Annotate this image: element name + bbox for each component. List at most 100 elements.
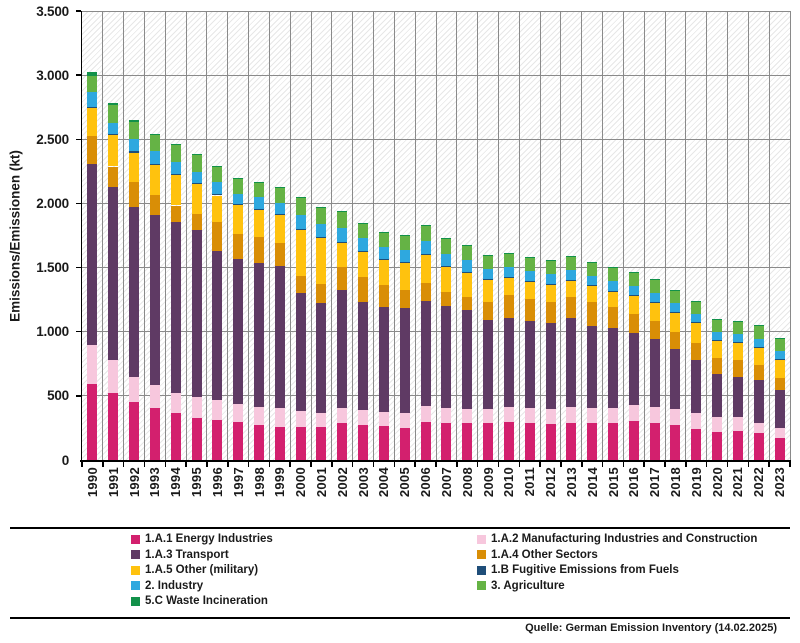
bar-segment — [274, 187, 285, 204]
y-axis-tick-label: 1.500 — [36, 260, 69, 276]
x-axis-tick-label: 2019 — [688, 467, 704, 498]
x-axis-tick-label: 2009 — [480, 467, 496, 498]
bar-segment — [462, 296, 473, 310]
bar-segment — [233, 259, 244, 405]
bar-segment — [441, 422, 452, 460]
bar-segment — [129, 138, 140, 152]
bar-segment — [628, 420, 639, 460]
bar-segment — [524, 280, 535, 282]
x-axis-tick-label: 2003 — [355, 467, 371, 498]
x-axis-tick — [456, 462, 458, 467]
legend-item: 3. Agriculture — [477, 580, 757, 596]
x-axis-tick-label: 2000 — [293, 467, 309, 498]
x-axis-tick — [310, 462, 312, 467]
legend-label: 1.A.5 Other (military) — [145, 564, 259, 577]
bar-segment — [649, 279, 660, 293]
bar-segment — [420, 226, 431, 242]
x-axis-tick-label: 2022 — [751, 467, 767, 498]
bar-segment — [649, 292, 660, 302]
bar-segment — [87, 384, 98, 460]
bar-segment — [378, 231, 389, 233]
gridline-vertical — [373, 11, 375, 460]
bar-segment — [587, 261, 598, 263]
bar-segment — [358, 238, 369, 251]
bar-segment — [524, 281, 535, 300]
bar-segment — [295, 228, 306, 230]
x-axis-tick-label: 1996 — [209, 467, 225, 498]
x-axis-tick — [476, 462, 479, 467]
x-axis-tick-label: 2012 — [543, 467, 559, 498]
y-axis-tick — [76, 74, 81, 76]
legend-swatch-icon — [477, 581, 486, 591]
bar-segment — [233, 193, 244, 205]
bar-segment — [566, 269, 577, 280]
bar-segment — [274, 213, 285, 215]
x-axis-tick — [268, 462, 271, 467]
bar-segment — [170, 205, 181, 223]
gridline-vertical — [727, 11, 729, 460]
bar-segment — [774, 338, 785, 339]
bar-segment — [628, 405, 639, 421]
bar-segment — [129, 151, 140, 153]
bar-segment — [462, 309, 473, 410]
bar-segment — [566, 256, 577, 270]
bar-segment — [108, 166, 119, 187]
gridline-vertical — [685, 11, 687, 460]
bar-segment — [587, 286, 598, 303]
gridline-vertical — [102, 11, 104, 460]
bar-segment — [170, 174, 181, 206]
bar-segment — [212, 222, 223, 251]
bar-segment — [170, 145, 181, 163]
gridline-vertical — [539, 11, 541, 460]
bar-segment — [524, 299, 535, 321]
y-axis-tick-label: 2.000 — [36, 195, 69, 211]
y-axis-tick — [76, 330, 81, 333]
bar-segment — [108, 133, 119, 135]
bar-segment — [420, 301, 431, 406]
bar-segment — [149, 194, 160, 215]
bar-segment — [129, 206, 140, 377]
bar-segment — [483, 255, 494, 270]
bar-segment — [191, 183, 202, 185]
bar-segment — [212, 250, 223, 400]
bar-segment — [524, 408, 535, 423]
gridline-vertical — [581, 11, 583, 460]
bar-segment — [378, 232, 389, 248]
bar-segment — [732, 321, 743, 334]
y-axis-line — [80, 11, 82, 461]
x-axis-tick-label: 2013 — [563, 467, 579, 498]
legend-item: 1.A.5 Other (military) — [131, 564, 273, 580]
bar-segment — [545, 301, 556, 323]
x-axis-tick-label: 2004 — [376, 467, 392, 498]
bar-segment — [670, 311, 681, 313]
x-axis-tick-label: 2008 — [459, 467, 475, 498]
x-axis-tick-label: 1993 — [147, 467, 163, 498]
bar-segment — [316, 303, 327, 414]
bar-segment — [670, 289, 681, 291]
x-axis-tick — [393, 462, 396, 467]
gridline-vertical — [289, 11, 291, 460]
bar-segment — [337, 243, 348, 267]
bar-segment — [316, 237, 327, 239]
legend-item: 1.A.3 Transport — [131, 549, 273, 565]
x-axis-tick — [81, 462, 83, 467]
bar-segment — [274, 203, 285, 214]
bar-segment — [399, 289, 410, 309]
bar-segment — [587, 285, 598, 287]
bar-segment — [358, 223, 369, 239]
x-axis-tick — [102, 462, 104, 467]
bar-segment — [483, 423, 494, 460]
bar-segment — [254, 209, 264, 237]
x-axis-tick — [289, 462, 291, 467]
bar-segment — [441, 305, 452, 408]
bar-segment — [399, 262, 410, 264]
gridline-vertical — [768, 11, 770, 460]
bar-segment — [545, 322, 556, 410]
bar-segment — [399, 235, 410, 250]
bar-segment — [170, 413, 181, 460]
bar-segment — [212, 195, 223, 223]
bar-segment — [524, 422, 535, 460]
bar-segment — [524, 257, 535, 271]
bar-segment — [170, 393, 181, 414]
legend-swatch-icon — [131, 596, 140, 606]
